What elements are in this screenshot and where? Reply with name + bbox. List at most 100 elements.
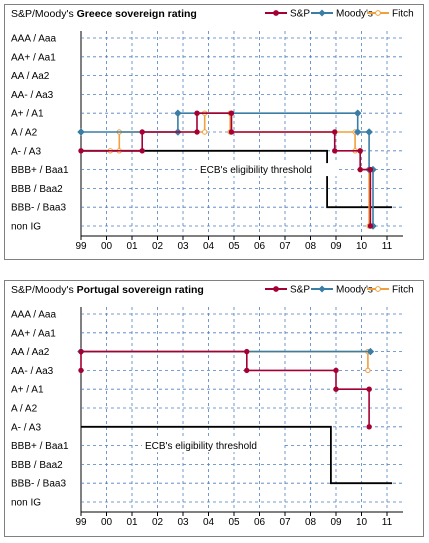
x-tick-label-08: 08	[305, 517, 317, 528]
y-tick-label-bbb-baa1: BBB+ / Baa1	[11, 441, 69, 452]
point-s-p-11	[367, 166, 374, 173]
x-tick-label-00: 00	[101, 517, 113, 528]
point-s-p-1	[78, 348, 84, 355]
x-tick-label-11: 11	[382, 517, 393, 528]
x-tick-label-01: 01	[126, 241, 138, 252]
greece-chart-svg: S&P/Moody's Greece sovereign rating AAA /…	[11, 8, 414, 252]
series-line-ecb-threshold	[81, 425, 393, 485]
y-tick-label-aa-aa2: AA / Aa2	[11, 347, 50, 358]
legend-marker-s-p	[273, 286, 279, 292]
annotation-background	[142, 439, 284, 453]
chart-title-main: Portugal sovereign rating	[77, 284, 204, 296]
x-tick-label-04: 04	[203, 241, 215, 252]
series-line-fitch	[81, 350, 369, 371]
point-s-p-0	[78, 367, 84, 374]
point-s-p-6	[228, 129, 235, 135]
legend-label-fitch: Fitch	[392, 285, 414, 296]
x-tick-label-09: 09	[330, 241, 342, 252]
legend-marker-fitch	[375, 286, 381, 292]
point-moody-s-0	[77, 128, 85, 136]
x-tick-label-02: 02	[152, 517, 164, 528]
point-moody-s-5	[365, 128, 374, 136]
y-tick-label-aa-aa1: AA+ / Aa1	[11, 328, 56, 339]
x-tick-label-07: 07	[279, 517, 291, 528]
point-s-p-4	[333, 367, 339, 374]
chart-title-prefix: S&P/Moody's	[11, 8, 77, 20]
x-tick-label-04: 04	[203, 517, 215, 528]
chart-title: S&P/Moody's Portugal sovereign rating	[11, 284, 204, 296]
x-tick-label-99: 99	[75, 241, 87, 252]
chart-title: S&P/Moody's Greece sovereign rating	[11, 8, 197, 20]
y-tick-label-a-a2: A / A2	[11, 128, 38, 139]
y-tick-label-non-ig: non IG	[11, 222, 41, 233]
y-tick-label-bbb-baa3: BBB- / Baa3	[11, 479, 66, 490]
legend-label-s-p: S&P	[290, 285, 310, 296]
series-line-ecb-threshold	[81, 149, 393, 209]
x-tick-label-10: 10	[356, 241, 368, 252]
x-tick-label-09: 09	[330, 517, 342, 528]
legend-marker-moody-s	[318, 285, 326, 293]
point-s-p-2	[139, 129, 145, 135]
point-s-p-8	[332, 148, 338, 154]
point-s-p-6	[366, 386, 372, 392]
threshold-annotation: ECB's eligibility threshold	[200, 165, 312, 176]
point-s-p-4	[194, 110, 200, 116]
point-s-p-9	[357, 148, 363, 154]
point-fitch-3	[201, 129, 208, 135]
y-tick-label-aa-aa3: AA- / Aa3	[11, 366, 54, 377]
point-moody-s-2	[174, 109, 182, 118]
y-tick-label-aaa-aaa: AAA / Aaa	[11, 34, 56, 45]
legend-marker-fitch	[375, 10, 381, 16]
y-tick-label-bbb-baa2: BBB / Baa2	[11, 184, 63, 195]
point-s-p-0	[78, 148, 84, 154]
point-moody-s-3	[353, 109, 362, 118]
x-tick-label-00: 00	[101, 241, 113, 252]
legend-label-moody-s: Moody's	[336, 9, 373, 20]
point-s-p-10	[357, 166, 363, 173]
x-tick-label-06: 06	[254, 241, 266, 252]
y-tick-label-a-a3: A- / A3	[11, 422, 41, 433]
greece-rating-chart: S&P/Moody's Greece sovereign rating AAA /…	[4, 4, 424, 260]
y-tick-label-a-a1: A+ / A1	[11, 109, 44, 120]
point-s-p-3	[244, 367, 250, 374]
y-tick-label-a-a1: A+ / A1	[11, 385, 44, 396]
x-tick-label-01: 01	[126, 517, 138, 528]
x-tick-label-99: 99	[75, 517, 87, 528]
y-tick-label-bbb-baa2: BBB / Baa2	[11, 460, 63, 471]
legend-marker-moody-s	[318, 9, 326, 17]
point-fitch-2	[365, 367, 371, 374]
portugal-rating-chart: S&P/Moody's Portugal sovereign rating AAA…	[4, 280, 424, 537]
legend-label-fitch: Fitch	[392, 9, 414, 20]
chart-title-main: Greece sovereign rating	[77, 8, 197, 20]
x-tick-label-03: 03	[177, 517, 189, 528]
portugal-chart-svg: S&P/Moody's Portugal sovereign rating AAA…	[11, 284, 414, 528]
chart-title-prefix: S&P/Moody's	[11, 284, 77, 296]
annotation-background	[197, 163, 339, 177]
y-tick-label-non-ig: non IG	[11, 498, 41, 509]
y-tick-label-aa-aa1: AA+ / Aa1	[11, 52, 56, 63]
x-tick-label-07: 07	[279, 241, 291, 252]
point-s-p-1	[139, 148, 145, 154]
legend-label-s-p: S&P	[290, 9, 310, 20]
y-tick-label-a-a2: A / A2	[11, 404, 38, 415]
x-tick-label-05: 05	[228, 517, 240, 528]
y-tick-label-aa-aa3: AA- / Aa3	[11, 90, 54, 101]
x-tick-label-10: 10	[356, 517, 368, 528]
point-s-p-3	[194, 129, 200, 135]
x-tick-label-02: 02	[152, 241, 164, 252]
x-tick-label-06: 06	[254, 517, 266, 528]
point-s-p-7	[366, 424, 372, 430]
y-tick-label-bbb-baa1: BBB+ / Baa1	[11, 165, 69, 176]
x-tick-label-05: 05	[228, 241, 240, 252]
point-s-p-2	[244, 348, 250, 355]
y-tick-label-aa-aa2: AA / Aa2	[11, 71, 50, 82]
point-s-p-5	[333, 386, 339, 392]
y-tick-label-aaa-aaa: AAA / Aaa	[11, 310, 56, 321]
x-tick-label-03: 03	[177, 241, 189, 252]
point-s-p-12	[367, 223, 374, 229]
point-moody-s-4	[353, 128, 362, 136]
x-tick-label-08: 08	[305, 241, 317, 252]
point-moody-s-1	[366, 347, 375, 356]
threshold-annotation: ECB's eligibility threshold	[145, 441, 257, 452]
series-line-s-p	[80, 350, 370, 427]
